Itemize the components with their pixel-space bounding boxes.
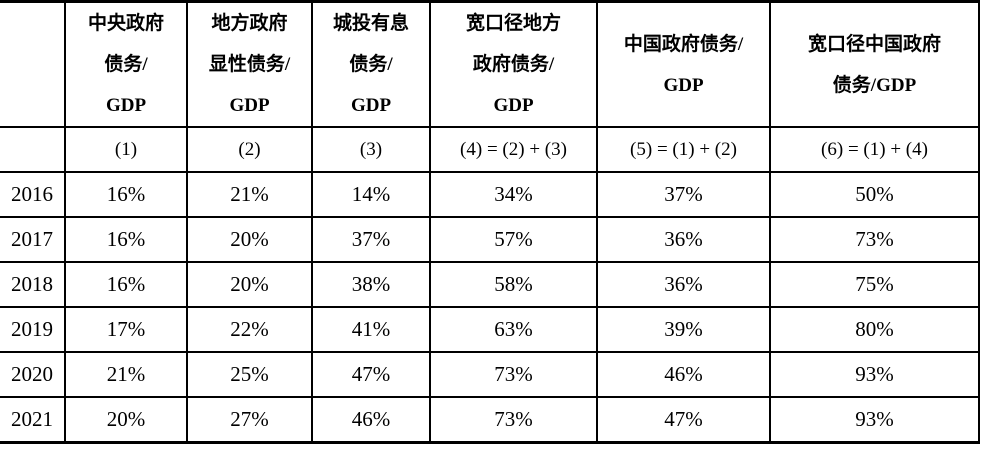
value-cell: 73% (429, 351, 598, 398)
value-cell: 37% (596, 171, 771, 218)
col-header-central-gov-debt: 中央政府 债务/ GDP (64, 0, 188, 128)
value-cell: 47% (311, 351, 431, 398)
year-cell: 2020 (0, 351, 66, 398)
col-header-broad-local-gov-debt: 宽口径地方 政府债务/ GDP (429, 0, 598, 128)
value-cell: 93% (769, 396, 980, 443)
formula-cell-1: (1) (64, 126, 188, 173)
table-row: 2018 16% 20% 38% 58% 36% 75% (0, 261, 980, 308)
table-body: 2016 16% 21% 14% 34% 37% 50% 2017 16% 20% 37% 57% 36… (0, 171, 980, 443)
value-cell: 47% (596, 396, 771, 443)
formula-cell-6: (6) = (1) + (4) (769, 126, 980, 173)
corner-cell-blank (0, 0, 66, 128)
corner-cell-blank-2 (0, 126, 66, 173)
col-header-lgfv-interest-bearing-debt: 城投有息 债务/ GDP (311, 0, 431, 128)
value-cell: 38% (311, 261, 431, 308)
value-cell: 25% (186, 351, 313, 398)
value-cell: 21% (186, 171, 313, 218)
value-cell: 16% (64, 261, 188, 308)
table-row: 2017 16% 20% 37% 57% 36% 73% (0, 216, 980, 263)
value-cell: 17% (64, 306, 188, 353)
value-cell: 16% (64, 171, 188, 218)
table-row: 2019 17% 22% 41% 63% 39% 80% (0, 306, 980, 353)
col-header-china-gov-debt: 中国政府债务/ GDP (596, 0, 771, 128)
year-cell: 2018 (0, 261, 66, 308)
value-cell: 34% (429, 171, 598, 218)
formula-cell-3: (3) (311, 126, 431, 173)
table-row: 2020 21% 25% 47% 73% 46% 93% (0, 351, 980, 398)
value-cell: 80% (769, 306, 980, 353)
value-cell: 75% (769, 261, 980, 308)
value-cell: 46% (311, 396, 431, 443)
year-cell: 2021 (0, 396, 66, 443)
value-cell: 39% (596, 306, 771, 353)
year-cell: 2016 (0, 171, 66, 218)
value-cell: 36% (596, 261, 771, 308)
value-cell: 37% (311, 216, 431, 263)
table-row: 2016 16% 21% 14% 34% 37% 50% (0, 171, 980, 218)
table-row: 2021 20% 27% 46% 73% 47% 93% (0, 396, 980, 443)
value-cell: 73% (769, 216, 980, 263)
value-cell: 57% (429, 216, 598, 263)
value-cell: 16% (64, 216, 188, 263)
header-row-titles: 中央政府 债务/ GDP 地方政府 显性债务/ GDP 城投有息 债务/ GDP… (0, 0, 980, 128)
header-row-formulas: (1) (2) (3) (4) = (2) + (3) (5) = (1) + … (0, 126, 980, 173)
value-cell: 20% (64, 396, 188, 443)
value-cell: 22% (186, 306, 313, 353)
value-cell: 20% (186, 261, 313, 308)
value-cell: 73% (429, 396, 598, 443)
value-cell: 14% (311, 171, 431, 218)
value-cell: 41% (311, 306, 431, 353)
value-cell: 21% (64, 351, 188, 398)
year-cell: 2017 (0, 216, 66, 263)
col-header-broad-china-gov-debt: 宽口径中国政府 债务/GDP (769, 0, 980, 128)
value-cell: 58% (429, 261, 598, 308)
value-cell: 93% (769, 351, 980, 398)
formula-cell-5: (5) = (1) + (2) (596, 126, 771, 173)
value-cell: 46% (596, 351, 771, 398)
value-cell: 50% (769, 171, 980, 218)
debt-gdp-table: 中央政府 债务/ GDP 地方政府 显性债务/ GDP 城投有息 债务/ GDP… (0, 0, 980, 444)
year-cell: 2019 (0, 306, 66, 353)
value-cell: 20% (186, 216, 313, 263)
col-header-local-gov-explicit-debt: 地方政府 显性债务/ GDP (186, 0, 313, 128)
value-cell: 36% (596, 216, 771, 263)
value-cell: 63% (429, 306, 598, 353)
value-cell: 27% (186, 396, 313, 443)
formula-cell-2: (2) (186, 126, 313, 173)
formula-cell-4: (4) = (2) + (3) (429, 126, 598, 173)
